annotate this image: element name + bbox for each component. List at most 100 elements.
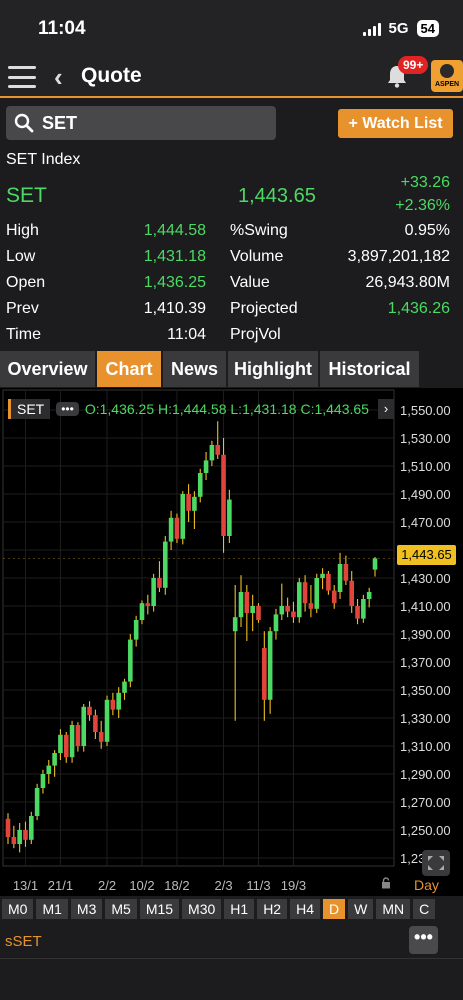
- x-tick-label: 2/2: [98, 878, 116, 893]
- y-tick-label: 1,350.00: [400, 683, 451, 698]
- page-title: Quote: [81, 64, 142, 87]
- candle-body: [5, 818, 11, 837]
- quote-row: Time 11:04 ProjVol: [0, 326, 463, 352]
- search-input[interactable]: SET: [6, 106, 276, 140]
- candle-body: [349, 580, 354, 606]
- quote-label: Value: [230, 274, 270, 291]
- candle-body: [40, 774, 46, 788]
- timeframe-selector: M0 M1 M3 M5 M15 M30 H1 H2 H4 D W MN C: [0, 896, 463, 922]
- lock-icon[interactable]: [381, 877, 391, 889]
- quote-value: 1,431.18: [143, 248, 206, 265]
- percent-change: +2.36%: [395, 197, 450, 214]
- candle-body: [331, 590, 337, 604]
- search-row: SET + Watch List: [0, 100, 463, 146]
- candle-body: [232, 617, 238, 632]
- candle-body: [197, 473, 203, 497]
- quote-value: 11:04: [167, 326, 206, 343]
- nav-bar: ‹ Quote 99+ ASPEN: [0, 56, 463, 98]
- timeframe-h1[interactable]: H1: [224, 899, 255, 919]
- y-tick-label: 1,250.00: [400, 823, 451, 838]
- period-label[interactable]: Day: [414, 877, 439, 893]
- quote-label: Low: [6, 248, 36, 265]
- candle-body: [87, 706, 92, 716]
- candle-body: [151, 578, 156, 606]
- x-tick-label: 13/1: [13, 878, 38, 893]
- timeframe-h2[interactable]: H2: [257, 899, 288, 919]
- index-name: SET Index: [6, 151, 81, 168]
- aspen-logo[interactable]: ASPEN: [431, 60, 463, 92]
- candle-body: [192, 496, 197, 511]
- candle-body: [23, 830, 28, 840]
- add-watch-list-button[interactable]: + Watch List: [338, 109, 453, 138]
- candle-body: [11, 837, 17, 844]
- y-tick-label: 1,390.00: [400, 627, 451, 642]
- signal-icon: [362, 22, 381, 36]
- y-tick-label: 1,410.00: [400, 599, 451, 614]
- x-tick-label: 11/3: [246, 878, 270, 893]
- last-price: 1,443.65: [238, 185, 316, 207]
- candle-body: [366, 592, 372, 599]
- tab-highlight[interactable]: Highlight: [228, 351, 318, 387]
- candle-body: [186, 494, 191, 511]
- back-chevron-icon[interactable]: ‹: [54, 62, 63, 92]
- chevron-right-icon[interactable]: ›: [378, 399, 394, 419]
- quote-label: %Swing: [230, 222, 288, 239]
- candle-body: [128, 639, 133, 682]
- tab-news[interactable]: News: [163, 351, 226, 387]
- zoom-icon[interactable]: [422, 850, 450, 876]
- y-tick-label: 1,550.00: [400, 403, 451, 418]
- quote-value: 1,436.26: [387, 300, 450, 317]
- candle-body: [69, 725, 75, 758]
- timeframe-c[interactable]: C: [413, 899, 436, 919]
- timeframe-mn[interactable]: MN: [376, 899, 411, 919]
- candlestick-chart[interactable]: 1,550.00 1,530.00 1,510.00 1,490.00 1,470.00…: [0, 388, 463, 896]
- candle-body: [168, 517, 174, 542]
- price-chart[interactable]: 1,550.00 1,530.00 1,510.00 1,490.00 1,470.00…: [0, 388, 463, 896]
- timeframe-m1[interactable]: M1: [36, 899, 68, 919]
- quote-value: 26,943.80M: [365, 274, 450, 291]
- candle-body: [244, 592, 250, 613]
- status-bar: 11:04 5G 54: [0, 0, 463, 56]
- candle-body: [337, 564, 343, 592]
- candle-body: [93, 715, 98, 732]
- x-tick-label: 21/1: [48, 878, 73, 893]
- tab-chart[interactable]: Chart: [97, 351, 161, 387]
- tab-overview[interactable]: Overview: [0, 351, 95, 387]
- quote-row: Low 1,431.18 Volume 3,897,201,182: [0, 248, 463, 274]
- timeframe-h4[interactable]: H4: [290, 899, 320, 919]
- timeframe-d[interactable]: D: [323, 899, 346, 919]
- timeframe-m15[interactable]: M15: [139, 899, 180, 919]
- candle-body: [250, 606, 255, 613]
- plot-frame: [2, 389, 395, 867]
- candle-body: [174, 517, 180, 539]
- x-tick-label: 10/2: [129, 878, 154, 893]
- candle-body: [46, 765, 52, 774]
- y-tick-label: 1,430.00: [400, 571, 451, 586]
- quote-row: Prev 1,410.39 Projected 1,436.26: [0, 300, 463, 326]
- chart-options-button[interactable]: •••: [56, 402, 79, 416]
- sset-label[interactable]: sSET: [5, 933, 42, 950]
- price-change: +33.26: [400, 174, 450, 191]
- candle-body: [81, 706, 87, 746]
- timeframe-m30[interactable]: M30: [182, 899, 222, 919]
- candle-body: [343, 564, 349, 581]
- chart-symbol-chip[interactable]: SET: [8, 399, 51, 419]
- timeframe-m5[interactable]: M5: [105, 899, 137, 919]
- candle-body: [320, 573, 325, 578]
- candle-body: [180, 494, 186, 539]
- y-tick-label: 1,490.00: [400, 487, 451, 502]
- candle-body: [58, 734, 63, 753]
- timeframe-w[interactable]: W: [348, 899, 374, 919]
- more-button[interactable]: •••: [409, 926, 438, 954]
- timeframe-m0[interactable]: M0: [2, 899, 34, 919]
- candle-body: [52, 753, 57, 766]
- quote-label: Time: [6, 326, 41, 343]
- notification-badge: 99+: [398, 56, 429, 74]
- timeframe-m3[interactable]: M3: [70, 899, 103, 919]
- candle-body: [75, 725, 81, 746]
- y-tick-label: 1,290.00: [400, 767, 451, 782]
- y-tick-label: 1,510.00: [400, 459, 451, 474]
- tab-historical[interactable]: Historical: [320, 351, 419, 387]
- candle-body: [63, 734, 69, 758]
- menu-icon[interactable]: [8, 66, 36, 88]
